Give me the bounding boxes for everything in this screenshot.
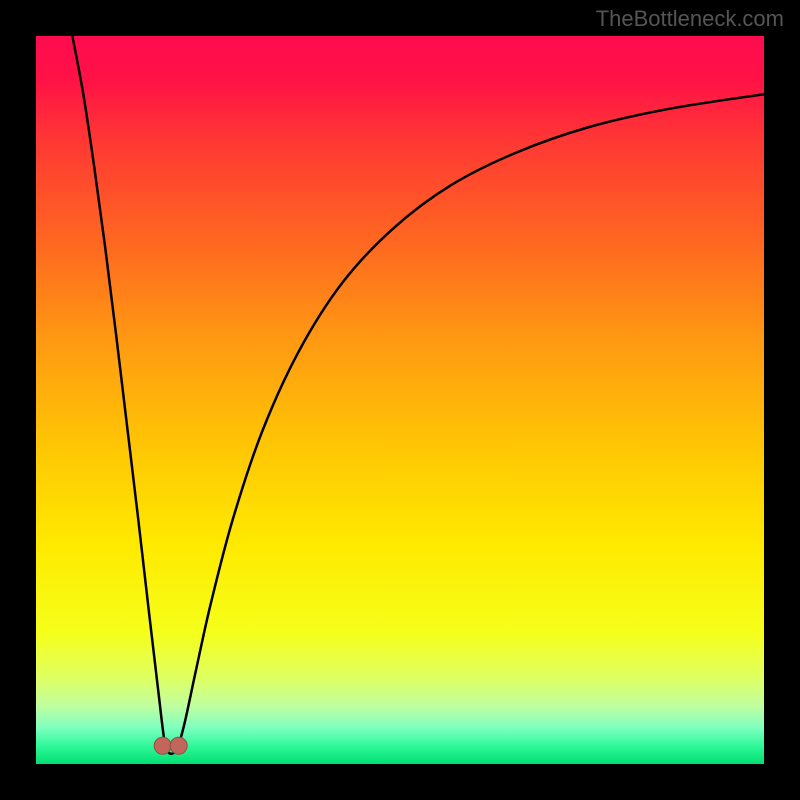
gradient-background [36, 36, 764, 764]
plot-area [36, 36, 764, 764]
minimum-marker [154, 737, 171, 754]
minimum-marker [170, 737, 187, 754]
chart-container: TheBottleneck.com [0, 0, 800, 800]
watermark-text: TheBottleneck.com [596, 6, 784, 32]
